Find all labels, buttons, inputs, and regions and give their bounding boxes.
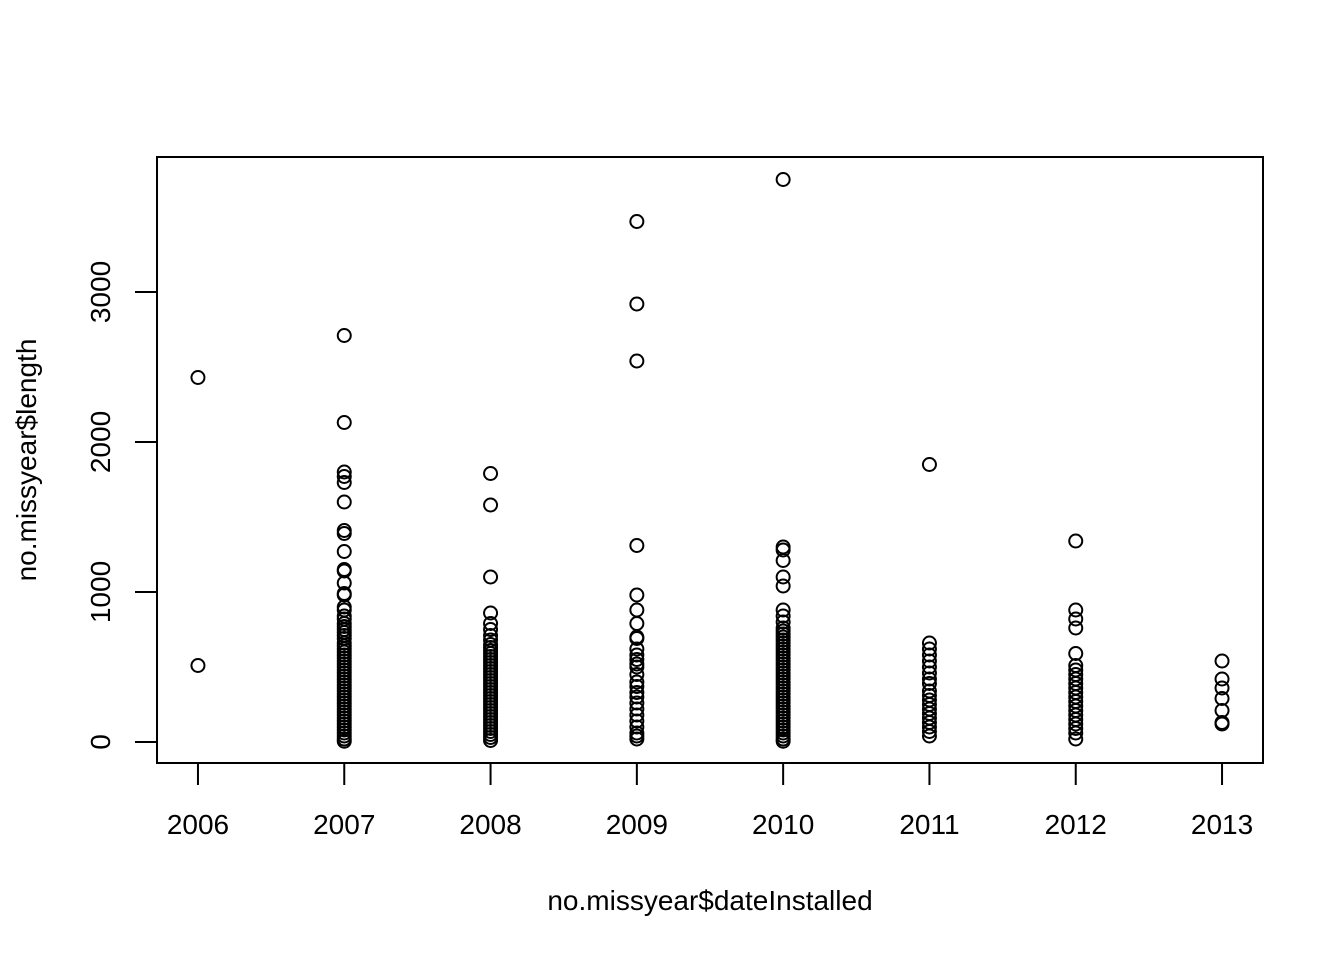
data-point — [629, 659, 645, 675]
data-point — [629, 616, 645, 631]
data-point — [336, 464, 352, 480]
data-point — [1068, 620, 1084, 636]
x-tick-label: 2007 — [313, 809, 375, 840]
data-point — [1214, 653, 1230, 669]
data-point — [629, 641, 645, 657]
data-point — [629, 538, 645, 553]
data-point — [775, 553, 791, 568]
data-point — [629, 214, 645, 229]
data-point — [775, 542, 791, 558]
x-axis-title: no.missyear$dateInstalled — [547, 885, 872, 916]
y-tick-label: 0 — [85, 734, 116, 750]
data-point — [629, 631, 645, 646]
data-point — [921, 728, 937, 744]
data-point — [921, 665, 937, 681]
data-point — [336, 469, 352, 484]
data-point — [336, 494, 352, 510]
data-point — [921, 724, 937, 739]
data-point — [336, 733, 352, 749]
data-point — [483, 569, 499, 585]
data-point — [336, 523, 352, 538]
data-point — [629, 679, 645, 694]
x-tick-label: 2010 — [752, 809, 814, 840]
data-point — [336, 526, 352, 541]
data-point — [1068, 611, 1084, 627]
data-point — [336, 544, 352, 559]
data-point — [921, 719, 937, 735]
data-point — [1068, 725, 1084, 741]
data-point — [336, 415, 352, 430]
data-point — [190, 370, 206, 385]
data-point — [1214, 671, 1230, 687]
data-points — [190, 172, 1230, 749]
data-point — [336, 328, 352, 343]
data-point — [629, 728, 645, 744]
data-point — [775, 578, 791, 594]
data-point — [775, 539, 791, 555]
data-point — [775, 172, 791, 187]
data-point — [190, 658, 206, 673]
data-point — [629, 296, 645, 312]
data-point — [1068, 716, 1084, 732]
data-point — [1068, 731, 1084, 747]
x-tick-label: 2012 — [1045, 809, 1107, 840]
data-point — [1068, 721, 1084, 736]
data-point — [483, 497, 499, 513]
data-point — [1214, 680, 1230, 696]
data-point — [629, 587, 645, 603]
x-tick-label: 2006 — [167, 809, 229, 840]
data-point — [483, 605, 499, 621]
data-point — [629, 353, 645, 369]
data-point — [775, 569, 791, 585]
y-axis-title: no.missyear$length — [11, 339, 42, 582]
data-point — [629, 731, 645, 747]
x-axis: 2006 2007 2008 2009 2010 2011 2012 2013 — [167, 762, 1253, 840]
data-point — [629, 674, 645, 690]
y-axis: 0 1000 2000 3000 — [85, 261, 158, 750]
plot-frame — [156, 156, 1264, 764]
data-point — [483, 466, 499, 481]
x-tick-label: 2013 — [1191, 809, 1253, 840]
data-point — [1214, 716, 1230, 732]
data-point — [1068, 602, 1084, 618]
data-point — [483, 733, 499, 748]
data-point — [775, 733, 791, 749]
x-tick-label: 2008 — [459, 809, 521, 840]
y-tick-label: 1000 — [85, 561, 116, 623]
data-point — [629, 602, 645, 618]
data-point — [1068, 533, 1084, 549]
data-point — [629, 685, 645, 700]
data-point — [336, 475, 352, 490]
y-tick-label: 3000 — [85, 261, 116, 323]
data-point — [921, 457, 937, 472]
x-tick-label: 2011 — [899, 809, 959, 840]
x-tick-label: 2009 — [606, 809, 668, 840]
data-point — [629, 652, 645, 667]
y-tick-label: 2000 — [85, 411, 116, 473]
data-point — [483, 622, 499, 637]
